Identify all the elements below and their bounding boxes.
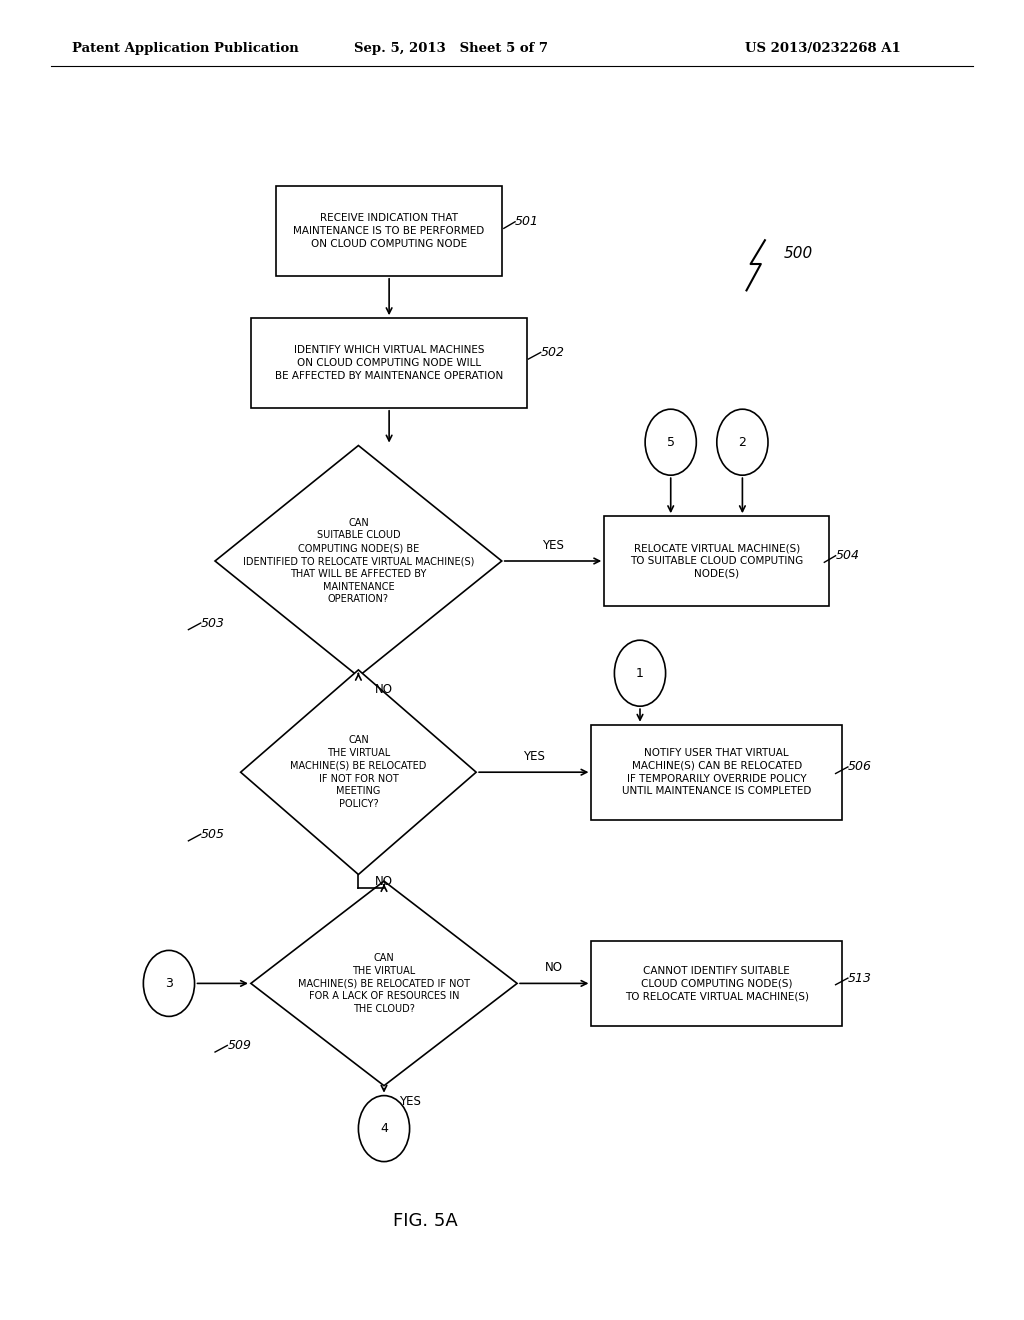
Text: YES: YES xyxy=(542,539,564,552)
Text: NO: NO xyxy=(375,684,393,696)
Circle shape xyxy=(645,409,696,475)
FancyBboxPatch shape xyxy=(251,318,527,408)
Text: Patent Application Publication: Patent Application Publication xyxy=(72,42,298,55)
Text: US 2013/0232268 A1: US 2013/0232268 A1 xyxy=(745,42,901,55)
Text: 503: 503 xyxy=(201,616,224,630)
Text: CAN
THE VIRTUAL
MACHINE(S) BE RELOCATED IF NOT
FOR A LACK OF RESOURCES IN
THE CL: CAN THE VIRTUAL MACHINE(S) BE RELOCATED … xyxy=(298,953,470,1014)
Text: 5: 5 xyxy=(667,436,675,449)
Text: 509: 509 xyxy=(227,1039,251,1052)
Text: 505: 505 xyxy=(201,828,224,841)
Text: 506: 506 xyxy=(848,760,871,774)
Text: 501: 501 xyxy=(515,215,539,228)
Text: 4: 4 xyxy=(380,1122,388,1135)
Text: CAN
SUITABLE CLOUD
COMPUTING NODE(S) BE
IDENTIFIED TO RELOCATE VIRTUAL MACHINE(S: CAN SUITABLE CLOUD COMPUTING NODE(S) BE … xyxy=(243,517,474,605)
FancyBboxPatch shape xyxy=(276,186,502,276)
FancyBboxPatch shape xyxy=(591,940,842,1027)
Text: NO: NO xyxy=(545,961,563,974)
Text: IDENTIFY WHICH VIRTUAL MACHINES
ON CLOUD COMPUTING NODE WILL
BE AFFECTED BY MAIN: IDENTIFY WHICH VIRTUAL MACHINES ON CLOUD… xyxy=(275,346,503,380)
Text: CAN
THE VIRTUAL
MACHINE(S) BE RELOCATED
IF NOT FOR NOT
MEETING
POLICY?: CAN THE VIRTUAL MACHINE(S) BE RELOCATED … xyxy=(290,735,427,809)
Text: RELOCATE VIRTUAL MACHINE(S)
TO SUITABLE CLOUD COMPUTING
NODE(S): RELOCATE VIRTUAL MACHINE(S) TO SUITABLE … xyxy=(630,544,804,578)
Text: 3: 3 xyxy=(165,977,173,990)
Circle shape xyxy=(717,409,768,475)
Text: 513: 513 xyxy=(848,972,871,985)
Text: 1: 1 xyxy=(636,667,644,680)
Text: NO: NO xyxy=(375,875,393,887)
Text: 504: 504 xyxy=(836,549,859,562)
FancyBboxPatch shape xyxy=(591,725,842,820)
Text: NOTIFY USER THAT VIRTUAL
MACHINE(S) CAN BE RELOCATED
IF TEMPORARILY OVERRIDE POL: NOTIFY USER THAT VIRTUAL MACHINE(S) CAN … xyxy=(623,748,811,796)
Text: YES: YES xyxy=(398,1096,421,1107)
FancyBboxPatch shape xyxy=(604,516,829,606)
Text: FIG. 5A: FIG. 5A xyxy=(392,1212,458,1230)
Circle shape xyxy=(143,950,195,1016)
Polygon shape xyxy=(215,446,502,677)
Text: CANNOT IDENTIFY SUITABLE
CLOUD COMPUTING NODE(S)
TO RELOCATE VIRTUAL MACHINE(S): CANNOT IDENTIFY SUITABLE CLOUD COMPUTING… xyxy=(625,966,809,1001)
Text: 2: 2 xyxy=(738,436,746,449)
Circle shape xyxy=(614,640,666,706)
Text: Sep. 5, 2013   Sheet 5 of 7: Sep. 5, 2013 Sheet 5 of 7 xyxy=(353,42,548,55)
Circle shape xyxy=(358,1096,410,1162)
Polygon shape xyxy=(251,882,517,1085)
Text: 502: 502 xyxy=(541,346,564,359)
Text: 500: 500 xyxy=(783,246,813,261)
Text: RECEIVE INDICATION THAT
MAINTENANCE IS TO BE PERFORMED
ON CLOUD COMPUTING NODE: RECEIVE INDICATION THAT MAINTENANCE IS T… xyxy=(294,214,484,248)
Polygon shape xyxy=(241,671,476,875)
Text: YES: YES xyxy=(523,750,545,763)
